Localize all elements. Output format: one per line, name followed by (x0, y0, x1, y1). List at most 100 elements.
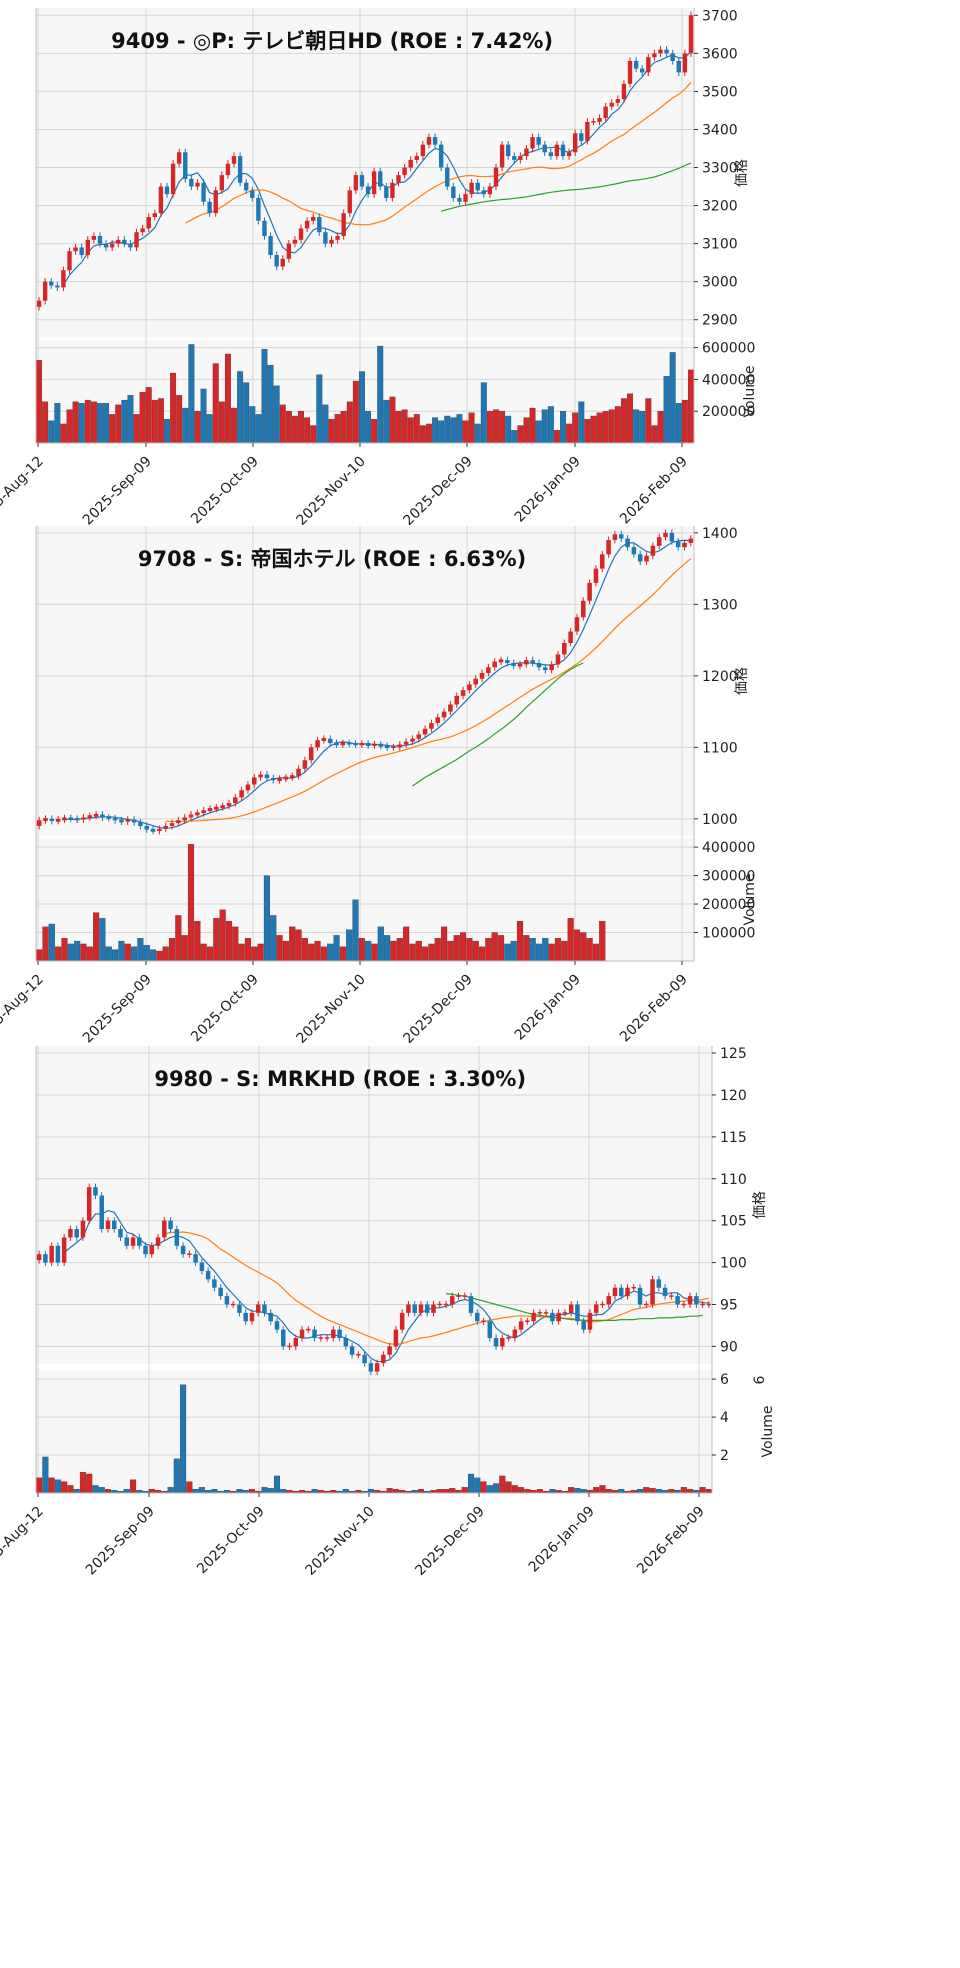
candle-body (368, 1363, 374, 1372)
candle-body (384, 186, 389, 198)
candle-body (218, 1287, 223, 1297)
candle-body (663, 532, 668, 538)
candle-body (646, 57, 651, 73)
moving-average-lines (62, 50, 692, 286)
candle-body (250, 190, 255, 198)
candle-body (286, 243, 292, 259)
volume-bar (472, 940, 479, 962)
volume-bar (541, 409, 548, 444)
candle-body (225, 163, 231, 176)
volume-bar (123, 1489, 130, 1494)
volume-bar (115, 404, 122, 444)
candle-body (140, 228, 145, 233)
candle-body (212, 1279, 217, 1288)
volume-bar (143, 945, 150, 962)
candle-body (406, 1304, 411, 1313)
candle-body (224, 1296, 230, 1305)
volume-bar (680, 1487, 687, 1494)
volume-tick-label: 200000 (702, 404, 755, 420)
candle-body (486, 667, 491, 673)
candle-body (412, 1304, 417, 1313)
volume-bar (282, 940, 289, 962)
candle-body (237, 156, 243, 183)
candle-body (207, 808, 213, 812)
volume-bar (442, 1489, 450, 1494)
candle-body (245, 784, 251, 791)
candle-body (530, 137, 535, 149)
candle-body (575, 1304, 580, 1322)
candle-body (93, 1187, 98, 1196)
candle-body (353, 743, 358, 746)
candle-body (640, 68, 645, 73)
volume-bar (441, 926, 448, 962)
candle-body (193, 1254, 198, 1263)
candle-body (371, 171, 377, 195)
volume-bar (553, 430, 560, 444)
price-tick-label: 3700 (702, 8, 738, 24)
volume-bar (669, 352, 676, 444)
volume-bar (192, 1489, 199, 1494)
volume-bar (103, 403, 110, 444)
candle-body (518, 1321, 524, 1330)
volume-bar (79, 1471, 86, 1494)
candle-body (55, 1245, 61, 1263)
price-tick-label: 3200 (702, 199, 738, 215)
candle-body (479, 672, 485, 679)
candle-body (244, 182, 249, 191)
candle-body (152, 213, 157, 217)
volume-bar (580, 1489, 587, 1494)
candle-body (42, 281, 48, 301)
candle-body (329, 239, 334, 244)
volume-bar (339, 946, 346, 962)
volume-bar (663, 376, 670, 444)
candle-body (562, 1312, 568, 1314)
volume-tick-label: 4 (720, 1410, 729, 1426)
volume-bar (42, 926, 49, 962)
candle-body (79, 247, 84, 256)
volume-bar (392, 1489, 399, 1494)
candle-body (593, 1304, 599, 1313)
chart-title: 9409 - ◎P: テレビ朝日HD (ROE : 7.42%) (111, 29, 553, 53)
volume-bar (651, 425, 658, 444)
volume-bar (54, 1479, 61, 1494)
volume-bar (314, 940, 321, 962)
volume-bar (467, 1473, 475, 1494)
volume-bar (194, 411, 201, 444)
volume-bar (486, 1485, 493, 1494)
candle-body (106, 816, 112, 819)
volume-bar (257, 943, 264, 962)
candle-body (99, 1195, 104, 1230)
candle-body (324, 1337, 330, 1339)
volume-bar (436, 1489, 443, 1494)
candle-body (36, 1254, 42, 1261)
volume-bar (384, 935, 391, 962)
volume-bar (304, 417, 311, 444)
candle-body (239, 790, 244, 798)
price-tick-label: 1300 (702, 597, 738, 613)
volume-bar (493, 409, 499, 444)
candle-body (625, 538, 630, 548)
ma-short-line (63, 1209, 709, 1363)
candle-body (456, 1295, 461, 1297)
volume-bar (224, 353, 231, 444)
volume-bar (164, 419, 170, 444)
price-tick-label: 3500 (702, 84, 738, 100)
candle-body (137, 1237, 142, 1246)
candle-body (599, 554, 605, 569)
volume-bar (186, 1481, 193, 1494)
candle-body (524, 660, 529, 665)
candle-body (149, 1245, 155, 1255)
candle-body (220, 805, 225, 809)
candle-body (542, 144, 547, 153)
volume-bar (358, 938, 365, 962)
candle-body (237, 1304, 242, 1313)
x-tick-label: 2025-Oct-09 (188, 454, 262, 528)
candle-body (568, 631, 573, 643)
volume-bar (342, 1489, 349, 1494)
volume-bar (453, 935, 460, 962)
volume-bar (310, 425, 317, 444)
candle-body (270, 778, 276, 781)
candle-body (606, 1296, 611, 1305)
candle-body (627, 60, 633, 84)
volume-bar (681, 399, 688, 444)
